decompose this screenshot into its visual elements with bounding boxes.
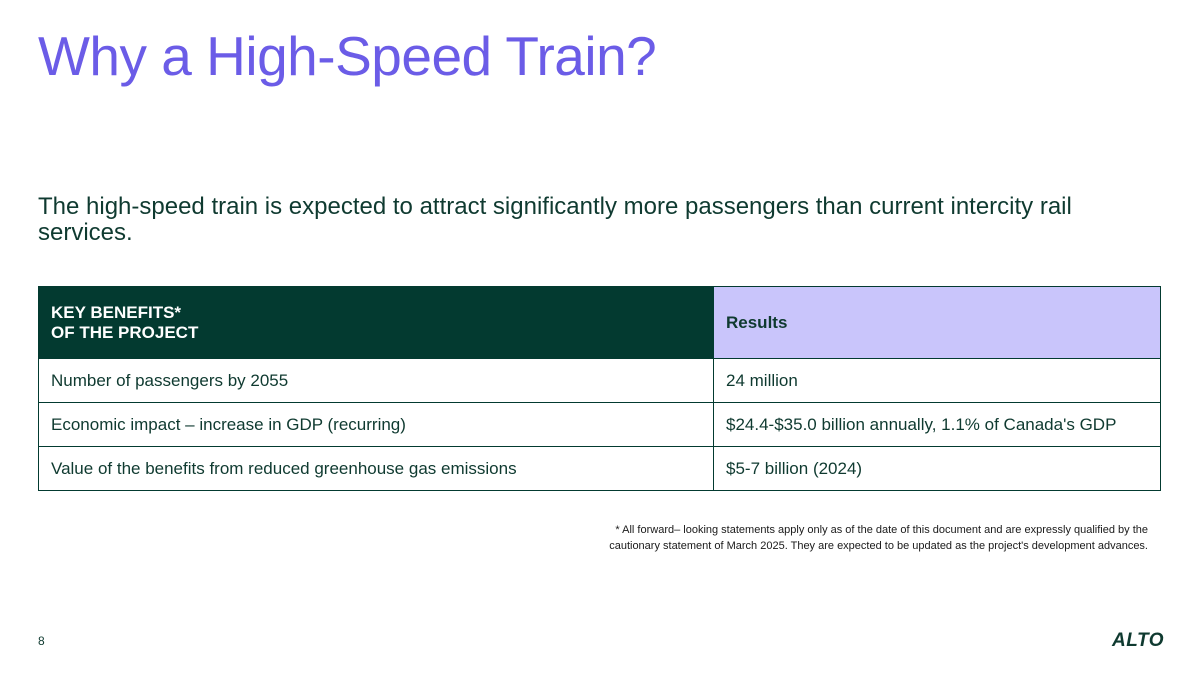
table-row: Value of the benefits from reduced green…: [38, 446, 1161, 491]
benefit-cell: Number of passengers by 2055: [38, 358, 714, 403]
result-cell: $5-7 billion (2024): [713, 446, 1161, 491]
footnote-line1: * All forward– looking statements apply …: [615, 524, 1148, 536]
header-key-benefits: KEY BENEFITS* OF THE PROJECT: [38, 286, 714, 359]
result-cell: 24 million: [713, 358, 1161, 403]
header-results: Results: [713, 286, 1161, 359]
benefits-table: KEY BENEFITS* OF THE PROJECT Results Num…: [38, 286, 1161, 491]
result-cell: $24.4-$35.0 billion annually, 1.1% of Ca…: [713, 402, 1161, 447]
header-key-benefits-line1: KEY BENEFITS*: [51, 302, 182, 322]
page-number: 8: [38, 634, 45, 648]
table-header-row: KEY BENEFITS* OF THE PROJECT Results: [38, 286, 1161, 359]
table-row: Economic impact – increase in GDP (recur…: [38, 402, 1161, 447]
footnote: * All forward– looking statements apply …: [508, 522, 1148, 554]
alto-logo: ALTO: [1112, 630, 1164, 651]
slide-subtitle: The high-speed train is expected to attr…: [38, 193, 1072, 246]
table-row: Number of passengers by 2055 24 million: [38, 358, 1161, 403]
header-key-benefits-line2: OF THE PROJECT: [51, 322, 199, 342]
benefit-cell: Economic impact – increase in GDP (recur…: [38, 402, 714, 447]
slide-title: Why a High-Speed Train?: [38, 25, 657, 87]
benefit-cell: Value of the benefits from reduced green…: [38, 446, 714, 491]
footnote-line2: cautionary statement of March 2025. They…: [609, 540, 1148, 552]
